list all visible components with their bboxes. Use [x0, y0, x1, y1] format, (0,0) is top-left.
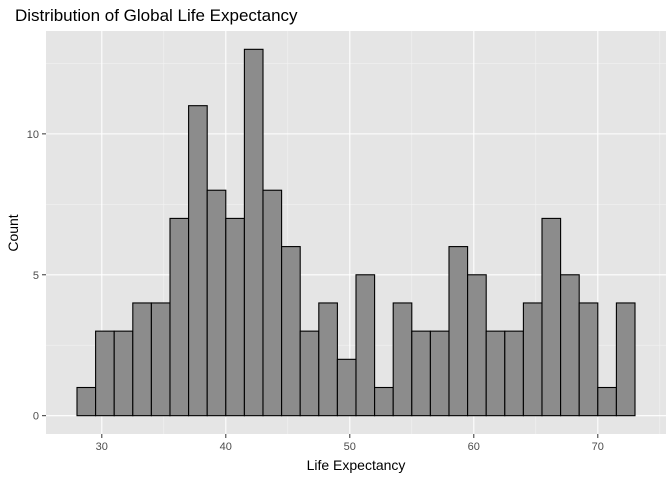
histogram-bar	[76, 386, 97, 417]
histogram-bar	[132, 302, 152, 417]
x-axis-title: Life Expectancy	[307, 457, 406, 473]
histogram-bar	[318, 302, 338, 417]
histogram-bar	[448, 246, 469, 417]
x-axis: 30 40 50 60 70	[96, 434, 604, 453]
histogram-bar	[206, 189, 227, 417]
x-tick-label: 40	[220, 441, 232, 453]
histogram-bar	[150, 302, 171, 417]
histogram-bar	[578, 302, 599, 417]
histogram-bar	[374, 386, 394, 417]
y-tick-label: 5	[33, 270, 39, 282]
x-tick-label: 70	[592, 441, 604, 453]
histogram-bar	[355, 274, 376, 417]
histogram-bars	[76, 48, 636, 417]
histogram-bar	[169, 217, 190, 417]
histogram-bar	[225, 217, 245, 417]
histogram-bar	[113, 330, 134, 417]
y-tick-label: 0	[33, 411, 39, 423]
histogram-bar	[504, 330, 524, 417]
chart-title: Distribution of Global Life Expectancy	[15, 6, 298, 25]
histogram-bar	[262, 189, 283, 417]
y-axis: 0 5 10	[27, 129, 46, 423]
histogram-bar	[522, 302, 543, 417]
histogram-bar	[281, 246, 301, 417]
histogram-bar	[597, 386, 617, 417]
histogram-bar	[336, 358, 357, 417]
histogram-bar	[188, 105, 208, 417]
histogram-bar	[467, 274, 487, 417]
histogram-bar	[392, 302, 413, 417]
x-tick-label: 50	[344, 441, 356, 453]
x-tick-label: 30	[96, 441, 108, 453]
histogram-bar	[615, 302, 636, 417]
histogram-bar	[485, 330, 506, 417]
x-tick-label: 60	[468, 441, 480, 453]
histogram-bar	[429, 330, 450, 417]
y-tick-label: 10	[27, 129, 39, 141]
histogram-bar	[541, 217, 562, 417]
y-axis-title: Count	[5, 214, 21, 251]
histogram-bar	[299, 330, 320, 417]
histogram-bar	[243, 48, 264, 417]
histogram-bar	[95, 330, 115, 417]
histogram-bar	[560, 274, 580, 417]
histogram-bar	[411, 330, 431, 417]
plot-panel	[46, 31, 666, 434]
